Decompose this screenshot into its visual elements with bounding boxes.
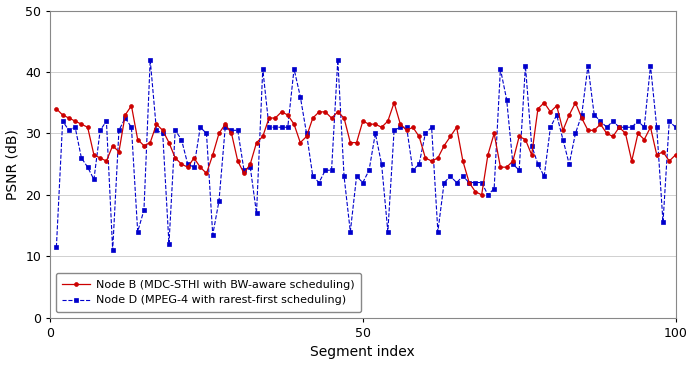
Node B (MDC-STHI with BW-aware scheduling) (672, 153, 680, 157)
Node D (MPEG-4 with rarest-first scheduling) (146, 57, 155, 62)
Node D (MPEG-4 with rarest-first scheduling) (434, 230, 442, 234)
Node B (MDC-STHI with BW-aware scheduling) (477, 193, 486, 197)
Node B (MDC-STHI with BW-aware scheduling) (653, 153, 661, 157)
Node B (MDC-STHI with BW-aware scheduling) (390, 100, 398, 105)
Y-axis label: PSNR (dB): PSNR (dB) (6, 129, 19, 200)
X-axis label: Segment index: Segment index (310, 345, 415, 359)
Node B (MDC-STHI with BW-aware scheduling) (634, 131, 642, 136)
Line: Node B (MDC-STHI with BW-aware scheduling): Node B (MDC-STHI with BW-aware schedulin… (55, 101, 678, 197)
Node B (MDC-STHI with BW-aware scheduling) (371, 122, 380, 127)
Node B (MDC-STHI with BW-aware scheduling) (196, 165, 204, 169)
Node D (MPEG-4 with rarest-first scheduling) (672, 125, 680, 130)
Node D (MPEG-4 with rarest-first scheduling) (653, 125, 661, 130)
Node B (MDC-STHI with BW-aware scheduling) (52, 106, 60, 111)
Line: Node D (MPEG-4 with rarest-first scheduling): Node D (MPEG-4 with rarest-first schedul… (54, 57, 678, 253)
Node B (MDC-STHI with BW-aware scheduling) (428, 159, 436, 163)
Node B (MDC-STHI with BW-aware scheduling) (171, 156, 179, 160)
Node D (MPEG-4 with rarest-first scheduling) (52, 245, 60, 249)
Legend: Node B (MDC-STHI with BW-aware scheduling), Node D (MPEG-4 with rarest-first sch: Node B (MDC-STHI with BW-aware schedulin… (55, 273, 361, 312)
Node D (MPEG-4 with rarest-first scheduling) (634, 119, 642, 124)
Node D (MPEG-4 with rarest-first scheduling) (109, 248, 117, 252)
Node D (MPEG-4 with rarest-first scheduling) (209, 233, 217, 237)
Node D (MPEG-4 with rarest-first scheduling) (384, 230, 392, 234)
Node D (MPEG-4 with rarest-first scheduling) (184, 162, 192, 166)
